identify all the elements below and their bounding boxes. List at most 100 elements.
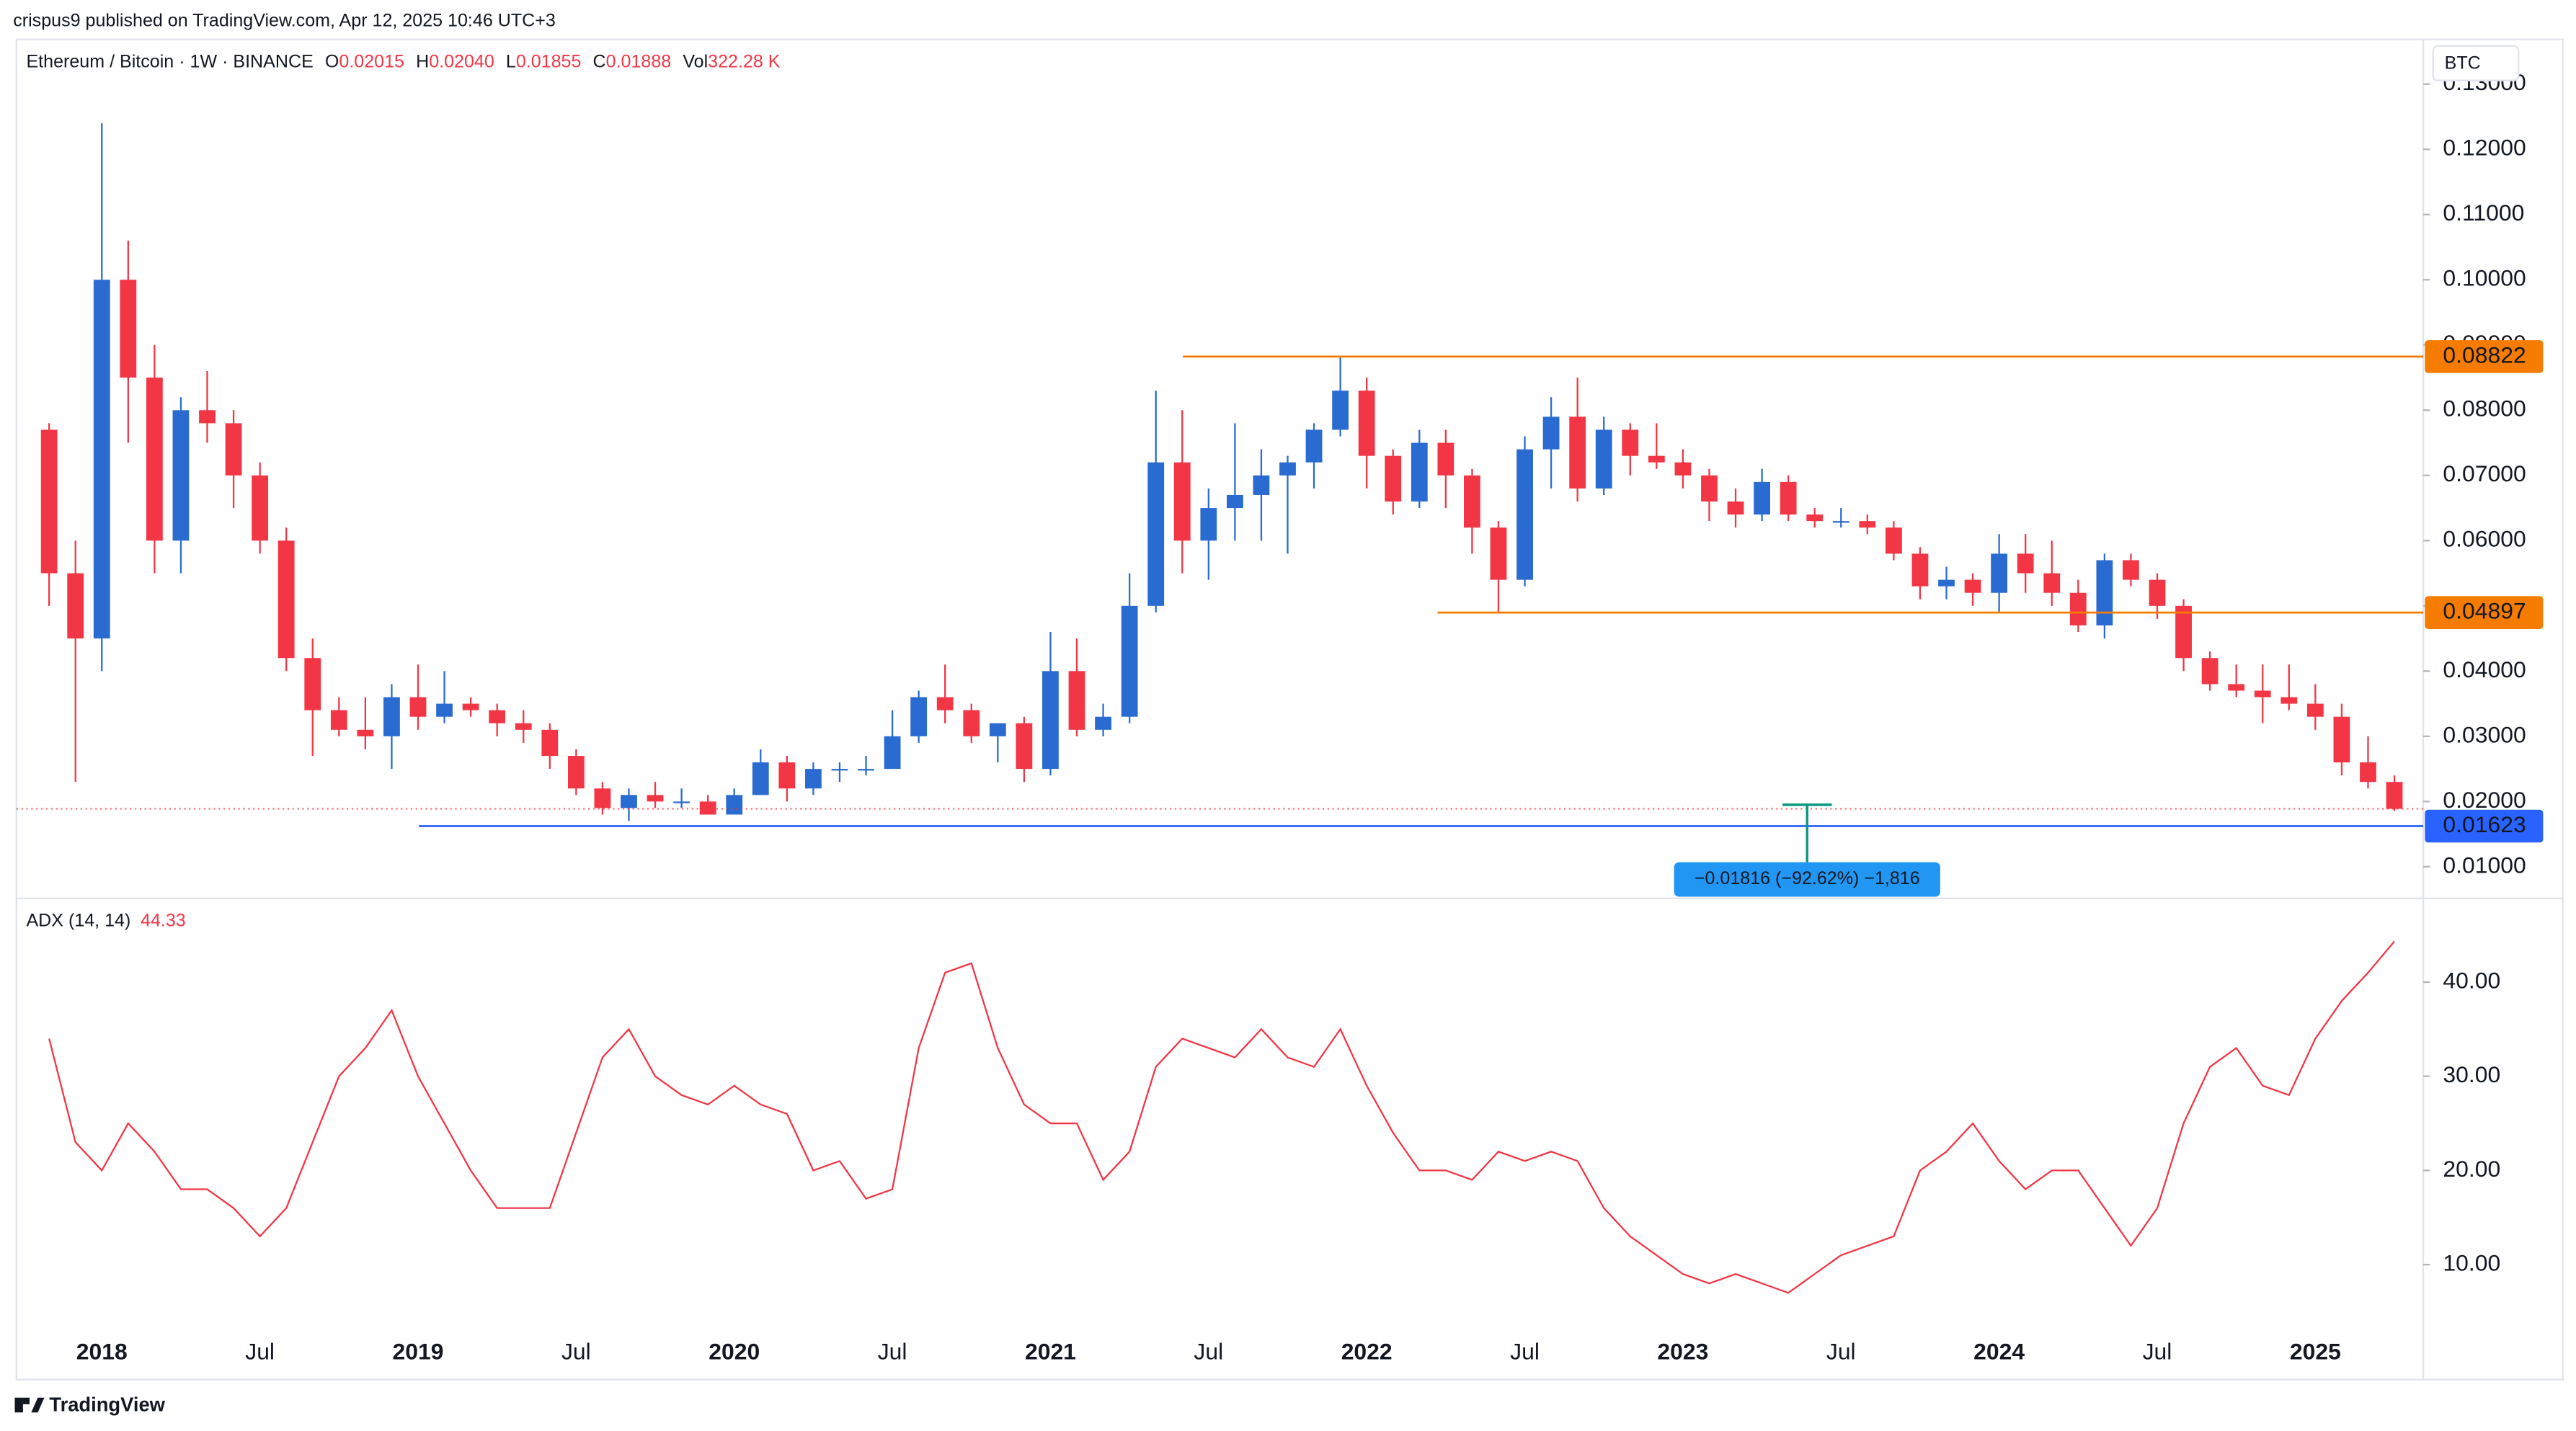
candle-body [199, 410, 216, 424]
x-tick-label: 2018 [76, 1339, 128, 1365]
y-tick-label: 0.06000 [2443, 526, 2526, 552]
candle-body [2280, 697, 2298, 704]
open-letter: O [325, 51, 339, 71]
footer-logo [14, 1397, 45, 1413]
currency: BTC [2445, 53, 2481, 73]
logo-mark [22, 1397, 30, 1404]
candle-body [884, 736, 901, 770]
candle-body [963, 710, 980, 736]
candle-body [1727, 501, 1744, 515]
candle-body [2123, 560, 2139, 580]
candle-body [1595, 429, 1612, 489]
candle-body [409, 697, 427, 717]
y-tick-label: 40.00 [2443, 967, 2500, 993]
candle-body [2201, 658, 2219, 685]
candle-body [2254, 690, 2271, 697]
candle-body [1173, 462, 1191, 541]
low-letter: L [506, 51, 516, 71]
symbol: Ethereum / Bitcoin · 1W · BINANCE [26, 51, 313, 71]
candle-body [436, 703, 453, 717]
x-tick-label: 2021 [1025, 1339, 1076, 1365]
candle-body [2386, 782, 2403, 809]
y-tick-label: 20.00 [2443, 1156, 2500, 1182]
candle-body [594, 788, 611, 808]
close-letter: C [593, 51, 606, 71]
candle-body [383, 697, 400, 736]
candle-body [304, 658, 321, 710]
candle-body [2043, 573, 2061, 593]
candle-body [1780, 481, 1797, 515]
candle-body [936, 697, 954, 710]
y-tick-label: 0.08000 [2443, 396, 2526, 422]
candle-body [1464, 475, 1480, 528]
candle-body [1068, 671, 1085, 730]
x-tick-label: Jul [1826, 1339, 1856, 1365]
candle-body [778, 762, 796, 789]
candle-body [1991, 553, 2008, 593]
candle-body [40, 429, 58, 574]
candle-body [910, 697, 928, 736]
frame [15, 38, 2564, 1381]
candle-body [752, 762, 769, 795]
candle-body [1911, 553, 1929, 587]
x-tick-label: Jul [1194, 1339, 1223, 1365]
candle-body [1674, 462, 1692, 476]
y-tick-label: 0.11000 [2443, 200, 2524, 226]
candle-body [1885, 527, 1902, 554]
indicator-title: ADX (14, 14) [26, 910, 130, 930]
candle-body [1411, 442, 1428, 502]
candle-body [252, 475, 269, 541]
symbol-legend: Ethereum / Bitcoin · 1W · BINANCE O0.020… [26, 51, 780, 71]
candle-body [1516, 449, 1533, 580]
candle-body [1622, 429, 1639, 456]
footer-brand: TradingView [49, 1393, 165, 1415]
level-label: 0.01623 [2443, 811, 2526, 837]
candle-body [567, 756, 585, 789]
candle-body [1754, 481, 1770, 515]
candle-body [831, 769, 848, 771]
candle-body [462, 703, 479, 710]
price-pane: 0.010000.020000.030000.040000.050000.060… [16, 69, 2544, 897]
candle-body [225, 423, 242, 476]
y-tick-label: 0.01000 [2443, 852, 2526, 878]
candle-body [1305, 429, 1323, 463]
y-tick-label: 0.12000 [2443, 135, 2526, 161]
candle-body [1938, 579, 1955, 587]
candle-body [2017, 553, 2034, 574]
candle-body [1253, 475, 1270, 495]
candle-body [93, 280, 110, 639]
y-tick-label: 0.02000 [2443, 787, 2526, 813]
indicator-value: 44.33 [141, 910, 186, 930]
candle-body [1437, 442, 1454, 476]
candle-body [2149, 579, 2166, 606]
x-tick-label: 2020 [709, 1339, 760, 1365]
logo-mark [14, 1397, 23, 1413]
candle-body [330, 710, 347, 730]
candle-body [621, 795, 637, 808]
y-tick-label: 0.07000 [2443, 460, 2526, 486]
candle-body [515, 723, 532, 730]
candle-body [647, 795, 664, 802]
candle-body [489, 710, 506, 723]
adx-line [48, 940, 2395, 1294]
candle-body [277, 540, 295, 659]
level-label: 0.08822 [2443, 342, 2526, 367]
candle-body [67, 573, 84, 639]
indicator-legend: ADX (14, 14) 44.33 [26, 910, 185, 930]
logo-mark [31, 1397, 45, 1413]
candle-body [1569, 416, 1586, 489]
candle-body [726, 795, 743, 815]
volume-letter: Vol [683, 51, 708, 71]
high-letter: H [416, 51, 429, 71]
candle-body [1964, 579, 1981, 593]
low-value: 0.01855 [516, 51, 582, 71]
open-value: 0.02015 [339, 51, 404, 71]
candle-body [1200, 508, 1217, 541]
candle-body [172, 410, 190, 541]
level-label-box [2425, 809, 2544, 843]
candle-body [1542, 416, 1560, 450]
x-tick-label: 2022 [1341, 1339, 1393, 1365]
level-label: 0.04897 [2443, 598, 2526, 624]
